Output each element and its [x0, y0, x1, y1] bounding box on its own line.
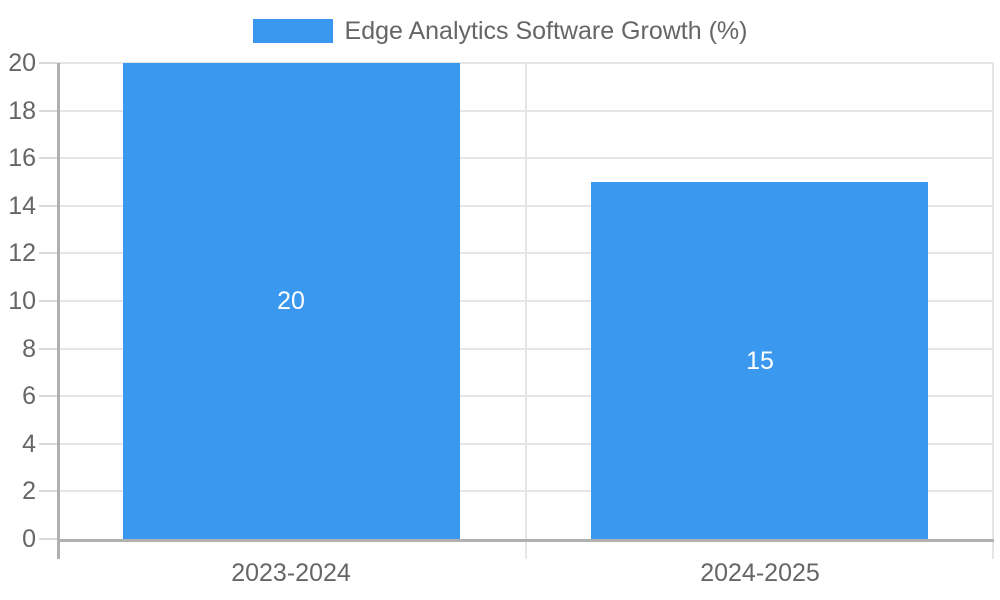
- tick-mark: [39, 538, 57, 540]
- tick-mark: [39, 300, 57, 302]
- y-tick-label: 14: [8, 192, 36, 220]
- tick-mark: [39, 205, 57, 207]
- legend-item[interactable]: Edge Analytics Software Growth (%): [252, 17, 748, 45]
- y-axis-line: [57, 63, 60, 559]
- tick-mark: [39, 490, 57, 492]
- y-tick-label: 18: [8, 97, 36, 125]
- tick-mark: [39, 62, 57, 64]
- x-tick-label: 2023-2024: [231, 559, 351, 587]
- bar[interactable]: [123, 63, 460, 539]
- legend-label: Edge Analytics Software Growth (%): [344, 17, 748, 45]
- category-boundary-line: [992, 63, 994, 559]
- bar[interactable]: [591, 182, 928, 539]
- tick-mark: [39, 348, 57, 350]
- y-tick-label: 0: [22, 525, 36, 553]
- bar-value-label: 15: [746, 347, 774, 375]
- y-tick-label: 16: [8, 144, 36, 172]
- tick-mark: [39, 443, 57, 445]
- tick-mark: [39, 252, 57, 254]
- y-tick-label: 8: [22, 335, 36, 363]
- y-tick-label: 12: [8, 239, 36, 267]
- x-tick-label: 2024-2025: [700, 559, 820, 587]
- y-tick-label: 10: [8, 287, 36, 315]
- y-tick-label: 2: [22, 477, 36, 505]
- tick-mark: [39, 395, 57, 397]
- category-boundary-line: [525, 63, 527, 559]
- y-tick-label: 4: [22, 430, 36, 458]
- y-tick-label: 6: [22, 382, 36, 410]
- tick-mark: [39, 157, 57, 159]
- tick-mark: [39, 110, 57, 112]
- bar-value-label: 20: [277, 287, 305, 315]
- x-axis-line: [57, 539, 994, 542]
- legend-swatch: [252, 19, 333, 43]
- y-tick-label: 20: [8, 49, 36, 77]
- legend: Edge Analytics Software Growth (%): [0, 18, 1000, 44]
